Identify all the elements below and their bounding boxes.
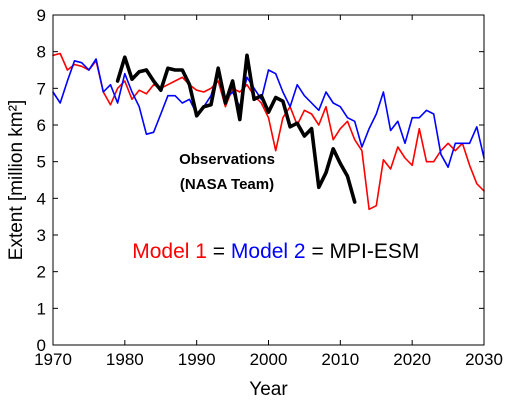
x-tick-label: 2020 xyxy=(393,350,431,369)
y-tick-label: 9 xyxy=(37,6,46,25)
y-tick-label: 1 xyxy=(37,299,46,318)
y-tick-label: 5 xyxy=(37,153,46,172)
series-layer xyxy=(52,52,485,211)
x-axis-label: Year xyxy=(249,379,288,400)
x-tick-label: 2010 xyxy=(321,350,359,369)
tick-layer: 1970 1980 1990 2000 2010 2020 2030 0 1 2 3 4 5 6 7 8 9 xyxy=(34,6,503,369)
x-tick-label: 1980 xyxy=(106,350,144,369)
y-tick-label: 4 xyxy=(37,189,46,208)
y-tick-label: 6 xyxy=(37,116,46,135)
legend-model-2: Model 2 xyxy=(231,240,306,263)
model-2-line xyxy=(52,58,485,168)
legend-equals-1: = xyxy=(207,240,231,263)
y-tick-label: 8 xyxy=(37,43,46,62)
y-tick-label: 3 xyxy=(37,226,46,245)
y-axis-label: Extent [million km²] xyxy=(6,100,27,260)
x-tick-label: 2000 xyxy=(250,350,288,369)
x-tick-label: 1970 xyxy=(34,350,72,369)
legend-model-1: Model 1 xyxy=(132,240,207,263)
model-1-line xyxy=(52,52,485,211)
model-legend: Model 1 = Model 2 = MPI-ESM xyxy=(103,240,437,263)
y-tick-label: 0 xyxy=(37,336,46,355)
y-tick-label: 7 xyxy=(37,79,46,98)
x-tick-label: 2030 xyxy=(465,350,503,369)
x-tick-label: 1990 xyxy=(178,350,216,369)
observations-label-line1: Observations xyxy=(179,151,275,168)
y-tick-label: 2 xyxy=(37,263,46,282)
observations-label-line2: (NASA Team) xyxy=(180,176,274,193)
legend-mpi-esm: = MPI-ESM xyxy=(306,240,420,263)
observations-line xyxy=(115,53,357,204)
